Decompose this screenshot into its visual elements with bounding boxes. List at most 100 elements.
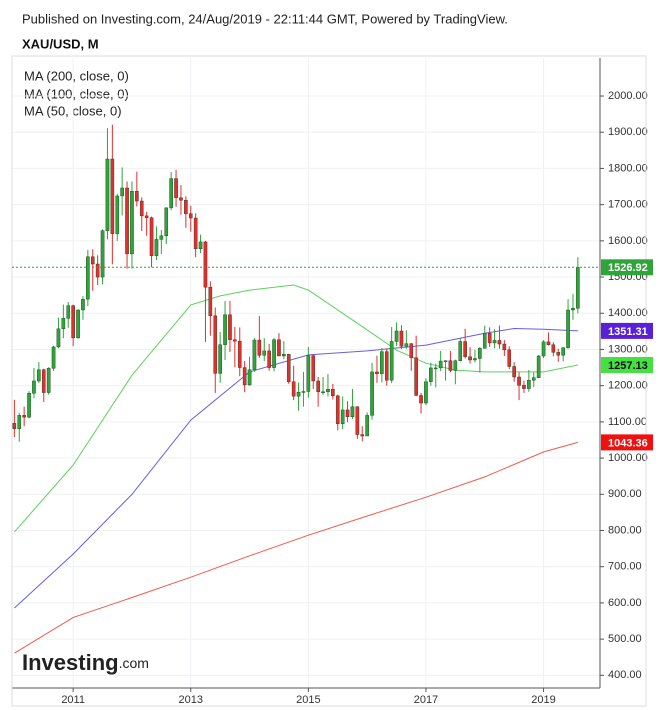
candle-body [296,391,301,397]
ma-line [14,441,579,654]
candle-body [144,215,149,218]
candle-body [135,191,139,202]
candle-body [61,318,66,330]
candle-body [272,339,276,368]
candle-body [17,415,22,429]
candle-body [267,350,271,368]
header: Published on Investing.com, 24/Aug/2019 … [22,11,508,26]
x-tick-label: 2017 [414,694,438,706]
candle-body [218,344,222,374]
candle-body [262,350,267,356]
candle-body [497,340,502,345]
ma-line [14,327,578,609]
price-box-label: 1526.92 [608,262,648,274]
candle-body [414,357,418,396]
price-box-label: 1257.13 [608,360,648,372]
candle-body [394,330,399,342]
candle-body [409,343,414,358]
y-tick-label: 1000.00 [608,452,648,464]
candle-body [384,351,389,381]
candle-body [27,393,31,418]
candle-body [213,315,218,374]
candle-body [429,367,433,382]
candle-body [179,197,183,201]
y-tick-label: 1700.00 [608,199,648,211]
candle-body [468,356,472,361]
candle-body [576,267,580,309]
candle-body [233,339,237,342]
candle-body [291,381,296,397]
y-tick-label: 1400.00 [608,307,648,319]
brand-domain: .com [119,655,149,671]
candle-body [184,200,188,214]
candle-body [247,369,252,386]
candle-body [531,377,536,381]
y-tick-label: 1200.00 [608,380,648,392]
candle-body [331,389,335,397]
chart-title: XAU/USD, M [22,36,99,51]
candle-body [242,367,247,386]
price-box [601,356,653,373]
candle-body [370,371,374,416]
candle-body [228,314,232,340]
y-tick-label: 600.00 [608,597,642,609]
candle-body [492,340,497,344]
candle-body [257,339,262,356]
x-tick-label: 2011 [61,694,85,706]
candle-body [350,406,355,418]
brand-name: Investing [22,650,119,675]
candle-body [174,178,178,198]
candle-body [389,341,394,381]
candle-body [159,235,164,240]
candle-body [46,368,51,393]
candle-body [120,187,124,197]
candle-body [399,330,404,347]
y-tick-label: 1300.00 [608,343,648,355]
candle-body [110,158,115,234]
candle-body [12,423,17,429]
candle-body [536,355,541,378]
candle-body [375,371,379,374]
candle-body [125,187,129,255]
candle-body [223,314,227,345]
y-tick-label: 800.00 [608,524,642,536]
candle-body [482,332,487,349]
candle-body [473,358,477,361]
candle-body [277,339,281,357]
candle-body [130,191,134,255]
y-tick-label: 400.00 [608,669,642,681]
x-tick-label: 2019 [531,694,555,706]
x-tick-label: 2015 [296,694,320,706]
candle-body [198,241,203,250]
candle-body [345,409,350,418]
candle-body [458,341,463,361]
candle-body [208,286,213,316]
candle-body [169,178,173,209]
candle-body [340,409,345,424]
candle-body [37,369,41,382]
candle-body [22,415,26,418]
candle-body [51,346,56,369]
candle-body [193,217,198,250]
candle-body [66,305,71,319]
candle-body [566,309,570,348]
candle-body [81,298,85,311]
candle-body [286,353,291,382]
candle-body [551,344,556,353]
legend-entry: MA (100, close, 0) [24,86,129,101]
candle-body [90,256,95,265]
candle-body [419,395,423,404]
ma-line [14,284,578,533]
candle-body [448,360,453,371]
candle-body [56,328,61,348]
y-tick-label: 2000.00 [608,90,648,102]
candle-body [453,360,458,371]
candle-body [355,406,360,435]
candle-body [360,434,365,437]
legend-entry: MA (200, close, 0) [24,68,129,83]
candle-body [86,256,90,300]
price-box-label: 1351.31 [608,326,648,338]
candle-body [71,305,75,339]
